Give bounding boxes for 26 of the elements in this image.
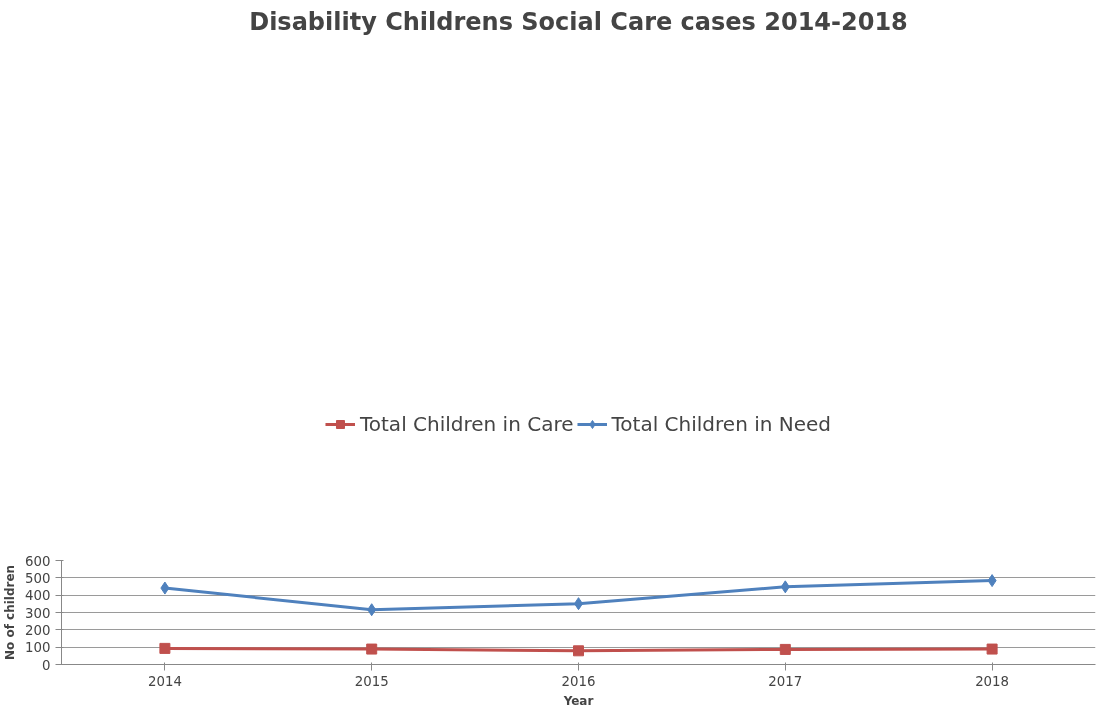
chart-title: Disability Childrens Social Care cases 2014-2018 xyxy=(249,7,908,36)
y-tick-label: 300 xyxy=(25,605,51,621)
x-tick-label: 2016 xyxy=(561,673,596,689)
x-tick-label: 2018 xyxy=(975,673,1010,689)
y-tick-label: 600 xyxy=(25,553,51,569)
y-tick-label: 400 xyxy=(25,588,51,604)
y-axis-title: No of children xyxy=(3,564,18,661)
point xyxy=(986,643,998,655)
point xyxy=(367,603,377,617)
legend-label: Total Children in Care xyxy=(359,412,574,436)
point xyxy=(160,581,170,595)
legend-label: Total Children in Need xyxy=(611,412,832,436)
point xyxy=(159,642,171,654)
y-tick-label: 0 xyxy=(42,657,51,673)
x-axis-title: Year xyxy=(562,693,594,708)
point xyxy=(573,645,584,657)
point xyxy=(366,643,378,655)
point xyxy=(780,580,790,594)
x-tick-label: 2017 xyxy=(768,673,803,689)
y-tick-label: 500 xyxy=(25,570,51,586)
point xyxy=(779,643,791,655)
y-tick-label: 100 xyxy=(25,640,51,656)
y-tick-label: 200 xyxy=(25,622,51,638)
point xyxy=(987,574,997,588)
x-tick-label: 2014 xyxy=(147,673,182,689)
x-tick-label: 2015 xyxy=(354,673,389,689)
